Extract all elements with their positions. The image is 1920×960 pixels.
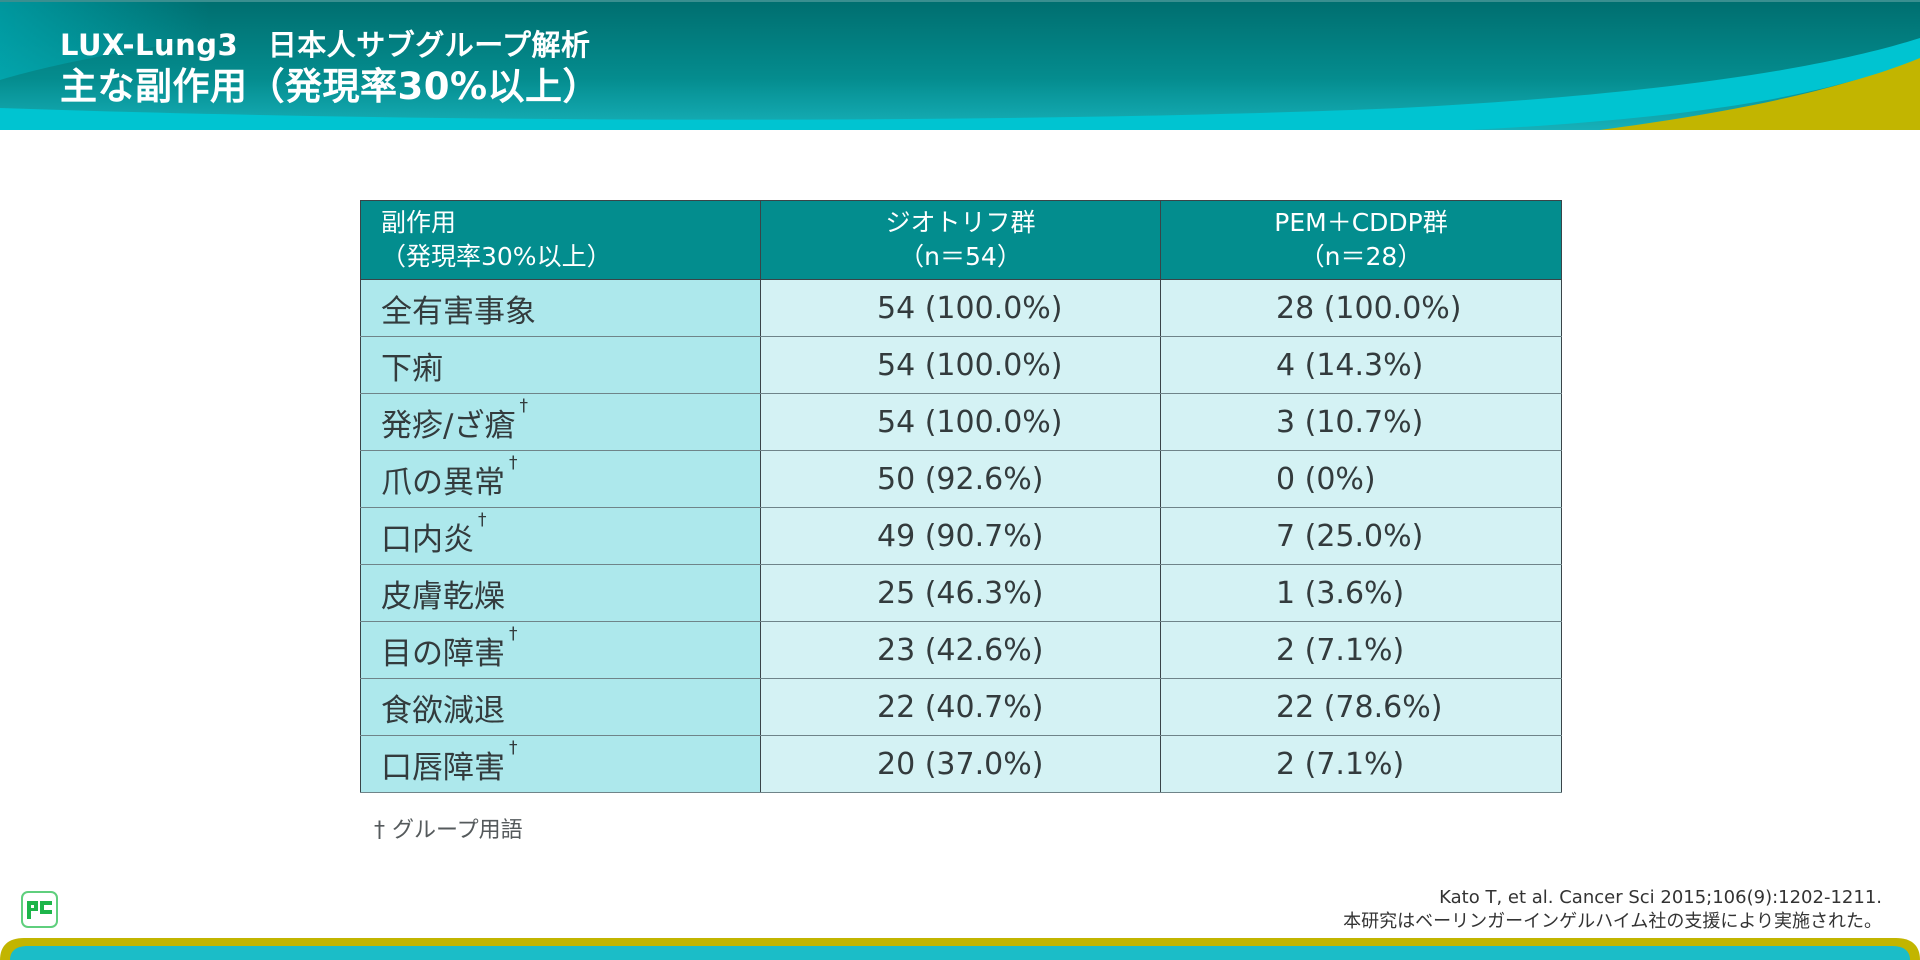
table-row: 発疹/ざ瘡† 54 (100.0%) 3 (10.7%) (360, 393, 1562, 451)
value-text: 22 (40.7%) (877, 689, 1044, 725)
pem-cddp-value: 4 (14.3%) (1160, 336, 1562, 394)
header-adverse-event: 副作用 （発現率30%以上） (360, 200, 761, 280)
pc-logo-icon (21, 891, 58, 928)
event-label: 全有害事象 (381, 293, 536, 330)
event-label: 食欲減退 (381, 692, 505, 729)
dagger-mark: † (509, 737, 518, 758)
dagger-mark: † (519, 395, 528, 416)
value-text: 0 (0%) (1276, 461, 1376, 497)
pem-cddp-value: 22 (78.6%) (1160, 678, 1562, 736)
value-text: 2 (7.1%) (1276, 746, 1405, 782)
giotrif-value: 49 (90.7%) (760, 507, 1161, 565)
pem-cddp-value: 7 (25.0%) (1160, 507, 1562, 565)
adverse-events-table: 副作用 （発現率30%以上） ジオトリフ群 （n＝54） PEM＋CDDP群 （… (360, 200, 1562, 793)
title-main: 主な副作用（発現率30%以上） (60, 65, 601, 108)
value-text: 25 (46.3%) (877, 575, 1044, 611)
adverse-event-name: 口唇障害† (360, 735, 761, 793)
value-text: 1 (3.6%) (1276, 575, 1405, 611)
dagger-mark: † (478, 509, 487, 530)
table-row: 食欲減退 22 (40.7%) 22 (78.6%) (360, 678, 1562, 736)
citation-reference: Kato T, et al. Cancer Sci 2015;106(9):12… (1439, 887, 1882, 908)
pem-cddp-value: 0 (0%) (1160, 450, 1562, 508)
pem-cddp-value: 2 (7.1%) (1160, 621, 1562, 679)
value-text: 28 (100.0%) (1276, 290, 1462, 326)
giotrif-value: 50 (92.6%) (760, 450, 1161, 508)
table-footnote: † グループ用語 (374, 818, 523, 843)
giotrif-value: 22 (40.7%) (760, 678, 1161, 736)
value-text: 4 (14.3%) (1276, 347, 1424, 383)
value-text: 54 (100.0%) (877, 404, 1063, 440)
page-title: LUX-Lung3 日本人サブグループ解析 主な副作用（発現率30%以上） (60, 26, 600, 110)
table-row: 全有害事象 54 (100.0%) 28 (100.0%) (360, 279, 1562, 337)
pem-cddp-value: 3 (10.7%) (1160, 393, 1562, 451)
adverse-event-name: 目の障害† (360, 621, 761, 679)
table-row: 皮膚乾燥 25 (46.3%) 1 (3.6%) (360, 564, 1562, 622)
value-text: 20 (37.0%) (877, 746, 1044, 782)
giotrif-value: 54 (100.0%) (760, 393, 1161, 451)
adverse-events-table-container: 副作用 （発現率30%以上） ジオトリフ群 （n＝54） PEM＋CDDP群 （… (360, 200, 1562, 793)
pem-cddp-value: 28 (100.0%) (1160, 279, 1562, 337)
value-text: 2 (7.1%) (1276, 632, 1405, 668)
footer-bar-decoration (0, 938, 1920, 960)
giotrif-value: 54 (100.0%) (760, 279, 1161, 337)
table-row: 口内炎† 49 (90.7%) 7 (25.0%) (360, 507, 1562, 565)
adverse-event-name: 発疹/ざ瘡† (360, 393, 761, 451)
dagger-mark: † (509, 623, 518, 644)
value-text: 54 (100.0%) (877, 347, 1063, 383)
giotrif-value: 54 (100.0%) (760, 336, 1161, 394)
pc-logo-glyph (27, 900, 52, 919)
event-label: 下痢 (381, 350, 443, 387)
citation-sponsor-note: 本研究はベーリンガーインゲルハイム社の支援により実施された。 (1343, 911, 1882, 932)
header-pem-cddp-group: PEM＋CDDP群 （n＝28） (1160, 200, 1562, 280)
value-text: 7 (25.0%) (1276, 518, 1424, 554)
adverse-event-name: 全有害事象 (360, 279, 761, 337)
giotrif-value: 20 (37.0%) (760, 735, 1161, 793)
adverse-event-name: 爪の異常† (360, 450, 761, 508)
value-text: 23 (42.6%) (877, 632, 1044, 668)
dagger-mark: † (509, 452, 518, 473)
adverse-event-name: 皮膚乾燥 (360, 564, 761, 622)
title-subtitle: LUX-Lung3 日本人サブグループ解析 (60, 28, 591, 62)
header-sublabel: （発現率30%以上） (381, 242, 612, 271)
value-text: 50 (92.6%) (877, 461, 1044, 497)
pem-cddp-value: 2 (7.1%) (1160, 735, 1562, 793)
header-label: PEM＋CDDP群 (1274, 208, 1448, 237)
adverse-event-name: 下痢 (360, 336, 761, 394)
event-label: 爪の異常 (381, 464, 505, 501)
header-banner: LUX-Lung3 日本人サブグループ解析 主な副作用（発現率30%以上） (0, 0, 1920, 130)
table-header-row: 副作用 （発現率30%以上） ジオトリフ群 （n＝54） PEM＋CDDP群 （… (360, 200, 1562, 280)
event-label: 発疹/ざ瘡 (381, 407, 516, 444)
value-text: 54 (100.0%) (877, 290, 1063, 326)
value-text: 22 (78.6%) (1276, 689, 1443, 725)
event-label: 皮膚乾燥 (381, 578, 505, 615)
table-row: 目の障害† 23 (42.6%) 2 (7.1%) (360, 621, 1562, 679)
event-label: 目の障害 (381, 635, 505, 672)
table-row: 口唇障害† 20 (37.0%) 2 (7.1%) (360, 735, 1562, 793)
giotrif-value: 25 (46.3%) (760, 564, 1161, 622)
header-label: ジオトリフ群 (885, 208, 1036, 237)
header-sublabel: （n＝28） (1299, 242, 1423, 271)
citation: Kato T, et al. Cancer Sci 2015;106(9):12… (1343, 886, 1882, 934)
value-text: 49 (90.7%) (877, 518, 1044, 554)
header-giotrif-group: ジオトリフ群 （n＝54） (760, 200, 1161, 280)
header-sublabel: （n＝54） (899, 242, 1022, 271)
adverse-event-name: 食欲減退 (360, 678, 761, 736)
event-label: 口内炎 (381, 521, 474, 558)
value-text: 3 (10.7%) (1276, 404, 1424, 440)
adverse-event-name: 口内炎† (360, 507, 761, 565)
header-label: 副作用 (381, 208, 457, 237)
giotrif-value: 23 (42.6%) (760, 621, 1161, 679)
table-row: 爪の異常† 50 (92.6%) 0 (0%) (360, 450, 1562, 508)
header-wave-decoration (0, 0, 1920, 130)
event-label: 口唇障害 (381, 749, 505, 786)
pem-cddp-value: 1 (3.6%) (1160, 564, 1562, 622)
table-row: 下痢 54 (100.0%) 4 (14.3%) (360, 336, 1562, 394)
